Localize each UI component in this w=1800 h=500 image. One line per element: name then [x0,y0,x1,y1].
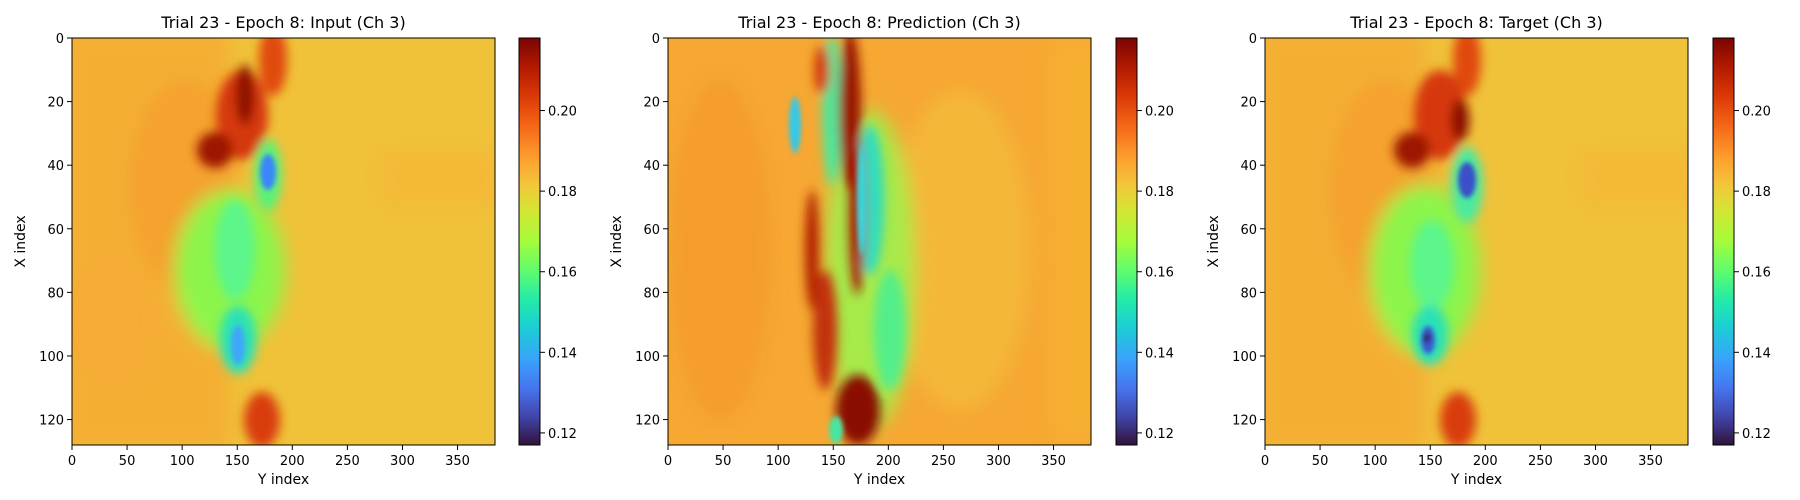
colorbar-tick-label: 0.18 [548,185,577,200]
x-tick-label: 250 [1528,454,1553,469]
panel-title: Trial 23 - Epoch 8: Input (Ch 3) [160,13,405,32]
colorbar-tick-label: 0.20 [548,105,577,120]
x-tick-label: 200 [1473,454,1498,469]
colorbar-tick-label: 0.14 [548,346,577,361]
y-tick-label: 40 [1240,159,1257,174]
y-axis: 0 20 40 60 80 100 120 [1232,32,1265,429]
colorbar-tick-label: 0.18 [1742,185,1771,200]
colorbar-tick-label: 0.18 [1145,185,1174,200]
panel-title: Trial 23 - Epoch 8: Target (Ch 3) [1349,13,1602,32]
y-tick-label: 0 [1249,32,1257,47]
x-tick-label: 0 [68,454,76,469]
x-tick-label: 250 [335,454,360,469]
x-tick-label: 300 [1583,454,1608,469]
colorbar-tick-label: 0.20 [1145,105,1174,120]
colorbar-gradient [1712,37,1735,446]
x-axis-label: Y index [257,472,309,488]
y-tick-label: 20 [1240,96,1257,111]
y-tick-label: 60 [47,223,64,238]
colorbar: 0.12 0.14 0.16 0.18 0.20 [1115,37,1174,446]
colorbar-tick-label: 0.12 [548,427,577,442]
axes-frame [667,37,1092,446]
y-tick-label: 0 [652,32,660,47]
x-tick-label: 200 [876,454,901,469]
colorbar-tick-label: 0.14 [1145,346,1174,361]
colorbar-tick-label: 0.16 [1145,266,1174,281]
panel-prediction: Trial 23 - Epoch 8: Prediction (Ch 3) [609,13,1174,488]
y-tick-label: 40 [47,159,64,174]
y-tick-label: 100 [1232,350,1257,365]
x-axis-label: Y index [1450,472,1502,488]
x-tick-label: 150 [1418,454,1443,469]
x-tick-label: 350 [1638,454,1663,469]
y-axis-label: X index [609,215,625,267]
colorbar-ticks: 0.12 0.14 0.16 0.18 0.20 [540,105,577,442]
colorbar-tick-label: 0.12 [1742,427,1771,442]
colorbar-tick-label: 0.16 [1742,266,1771,281]
x-tick-label: 50 [1312,454,1329,469]
y-tick-label: 100 [635,350,660,365]
x-axis: 0 50 100 150 200 250 300 350 [1261,445,1663,469]
y-tick-label: 40 [643,159,660,174]
colorbar-tick-label: 0.20 [1742,105,1771,120]
colorbar-ticks: 0.12 0.14 0.16 0.18 0.20 [1137,105,1174,442]
x-axis: 0 50 100 150 200 250 300 350 [68,445,470,469]
x-tick-label: 100 [766,454,791,469]
x-tick-label: 350 [1041,454,1066,469]
axes-frame [71,37,496,446]
panel-input: Trial 23 - Epoch 8: Input (Ch 3) [13,13,577,488]
x-tick-label: 300 [390,454,415,469]
axes-frame [1264,37,1689,446]
x-tick-label: 50 [119,454,136,469]
y-axis-label: X index [13,215,29,267]
y-tick-label: 20 [47,96,64,111]
y-axis-label: X index [1206,215,1222,267]
colorbar-tick-label: 0.16 [548,266,577,281]
x-tick-label: 0 [1261,454,1269,469]
x-tick-label: 0 [664,454,672,469]
heatmap-image [668,38,1091,445]
colorbar-ticks: 0.12 0.14 0.16 0.18 0.20 [1734,105,1771,442]
x-tick-label: 200 [280,454,305,469]
y-tick-label: 80 [1240,286,1257,301]
colorbar: 0.12 0.14 0.16 0.18 0.20 [518,37,577,446]
y-axis: 0 20 40 60 80 100 120 [635,32,668,429]
y-tick-label: 120 [39,414,64,429]
y-tick-label: 100 [39,350,64,365]
colorbar-tick-label: 0.12 [1145,427,1174,442]
x-tick-label: 50 [715,454,732,469]
y-tick-label: 60 [643,223,660,238]
x-tick-label: 100 [170,454,195,469]
x-tick-label: 250 [931,454,956,469]
x-tick-label: 150 [225,454,250,469]
y-axis: 0 20 40 60 80 100 120 [39,32,72,429]
heatmap-image [72,38,495,445]
colorbar-gradient [1115,37,1138,446]
x-tick-label: 350 [445,454,470,469]
x-tick-label: 150 [821,454,846,469]
colorbar: 0.12 0.14 0.16 0.18 0.20 [1712,37,1771,446]
heatmap-image [1265,38,1688,445]
colorbar-tick-label: 0.14 [1742,346,1771,361]
y-tick-label: 80 [47,286,64,301]
y-tick-label: 60 [1240,223,1257,238]
x-axis-label: Y index [853,472,905,488]
y-tick-label: 0 [56,32,64,47]
panel-title: Trial 23 - Epoch 8: Prediction (Ch 3) [737,13,1020,32]
x-tick-label: 300 [986,454,1011,469]
panel-target: Trial 23 - Epoch 8: Target (Ch 3) [1206,13,1771,488]
colorbar-gradient [518,37,541,446]
y-tick-label: 120 [1232,414,1257,429]
x-axis: 0 50 100 150 200 250 300 350 [664,445,1066,469]
y-tick-label: 20 [643,96,660,111]
x-tick-label: 100 [1363,454,1388,469]
y-tick-label: 120 [635,414,660,429]
y-tick-label: 80 [643,286,660,301]
